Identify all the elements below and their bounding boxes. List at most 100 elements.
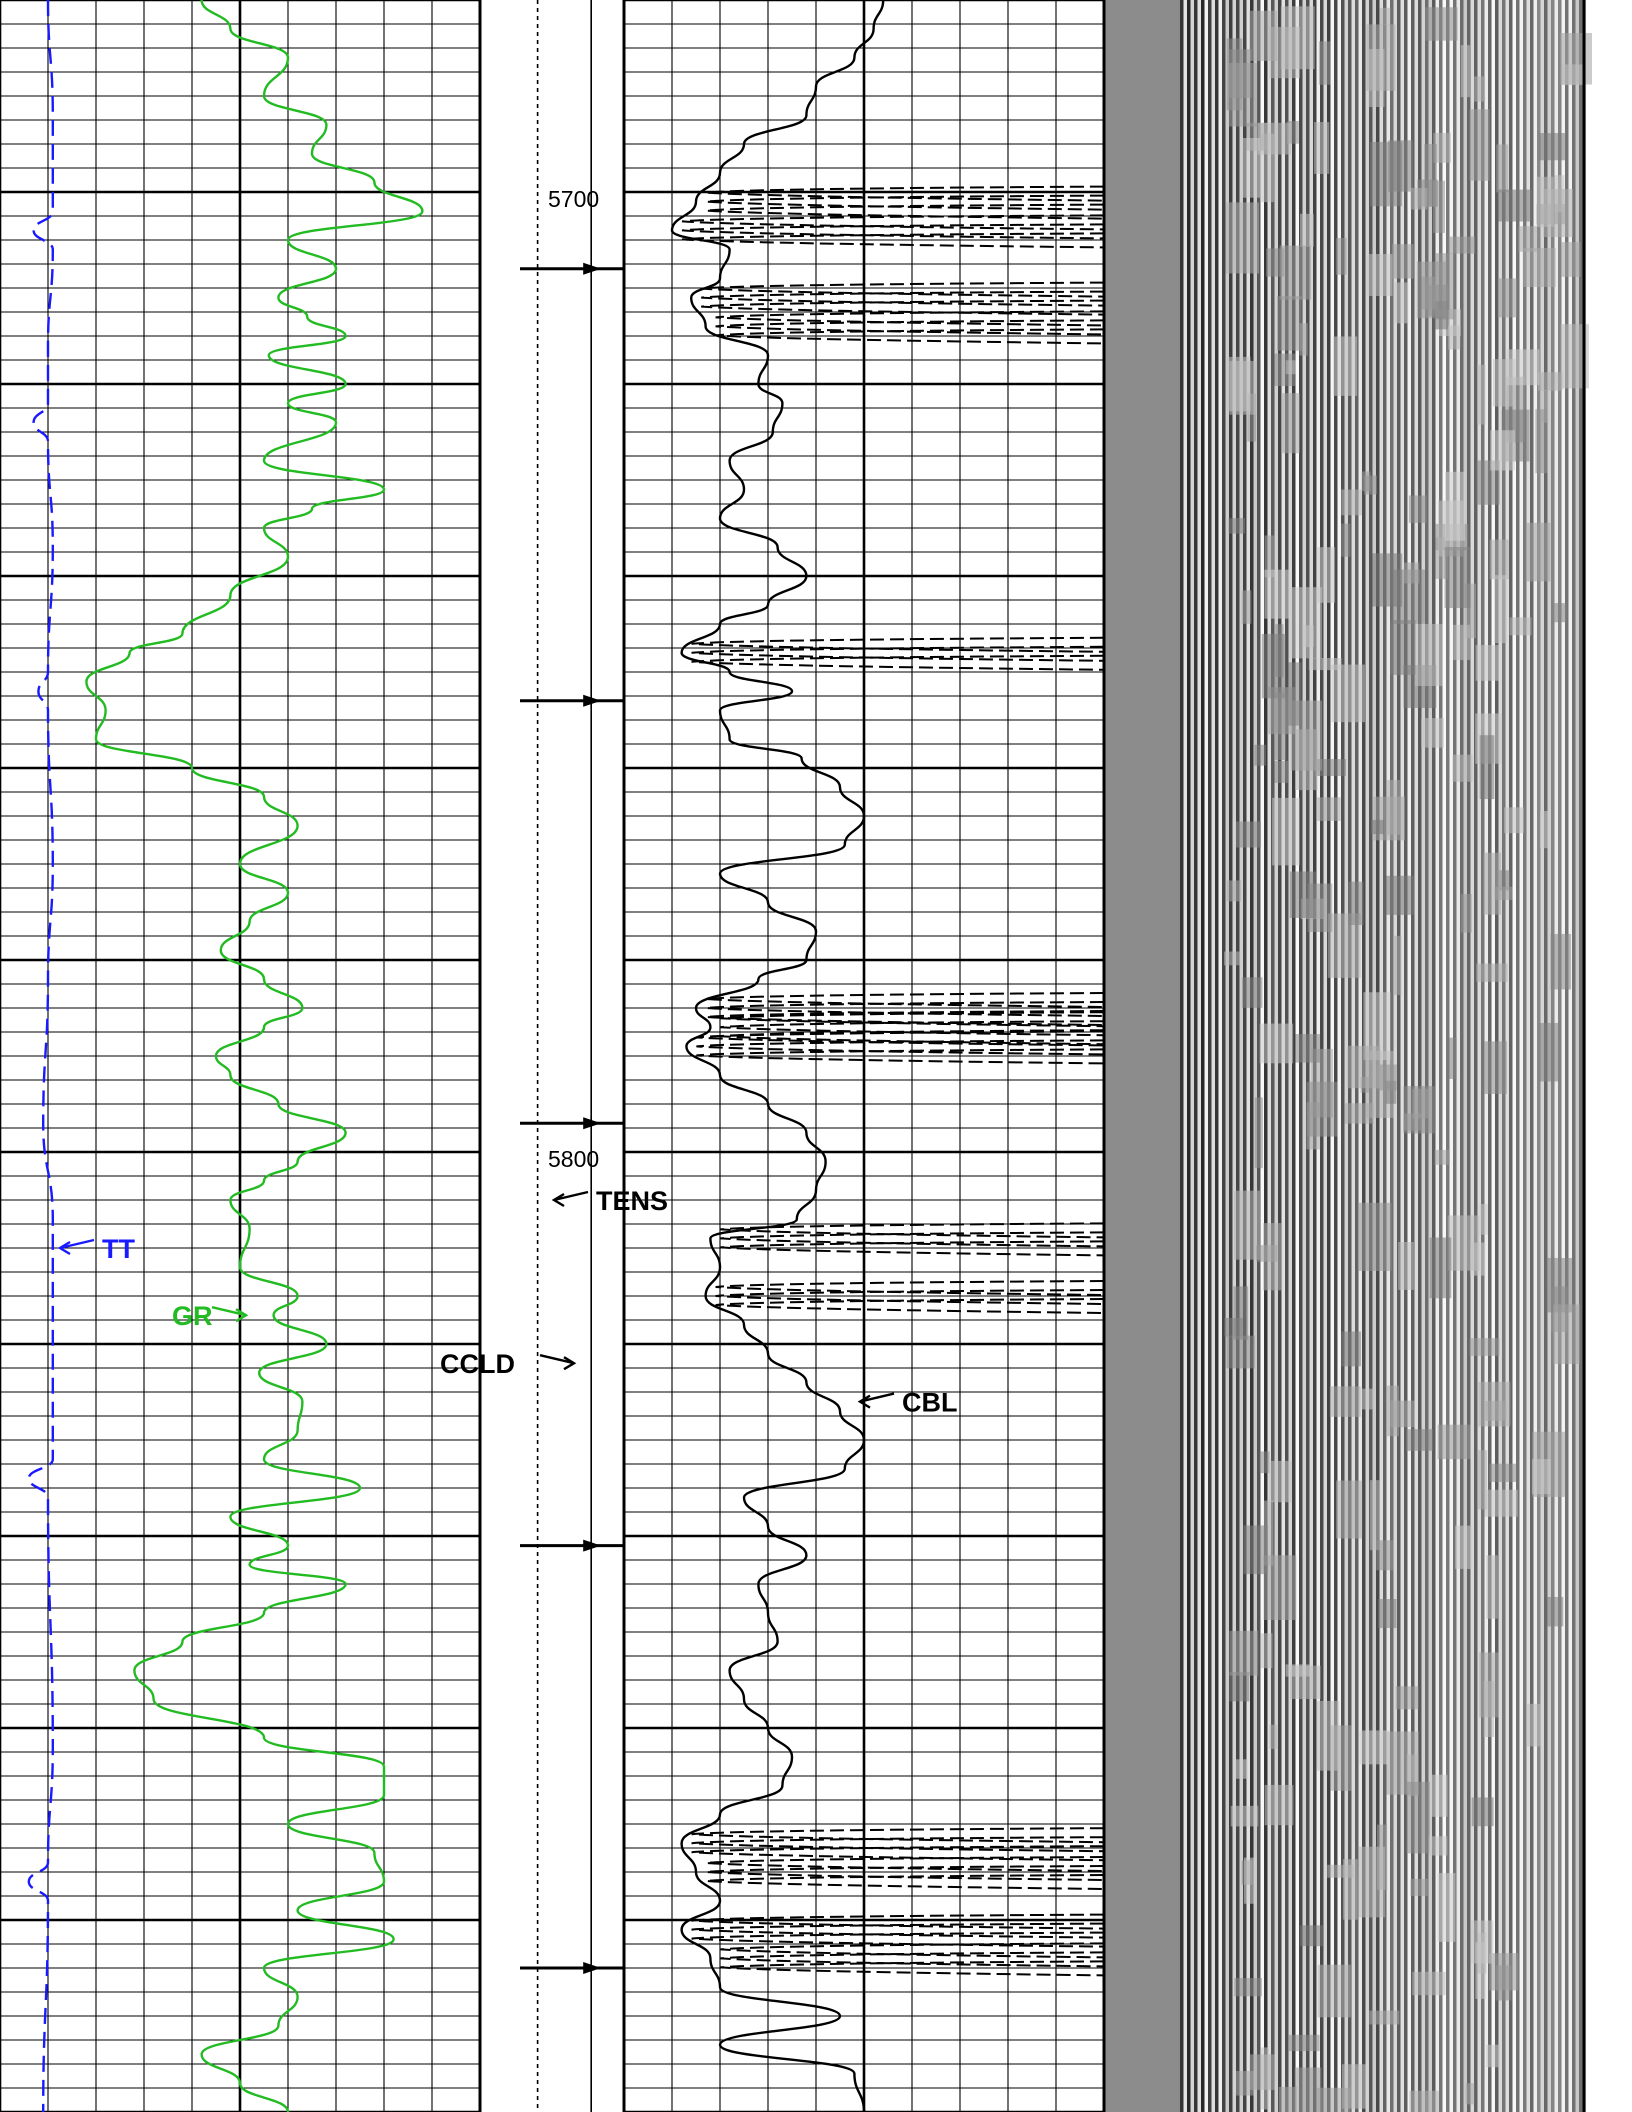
vdl-patch — [1452, 754, 1473, 782]
tens-label: TENS — [596, 1186, 668, 1216]
vdl-band — [1222, 0, 1226, 2112]
vdl-patch — [1358, 1846, 1386, 1918]
vdl-patch — [1241, 590, 1252, 624]
vdl-patch — [1343, 1859, 1358, 1920]
vdl-patch — [1263, 1555, 1297, 1621]
depth-tick-label: 5700 — [548, 186, 599, 212]
vdl-patch — [1247, 393, 1257, 442]
vdl-patch — [1316, 547, 1336, 603]
vdl-patch — [1317, 2087, 1351, 2112]
curve-label-arrow — [551, 1190, 589, 1208]
cbl-amplified-dashed — [705, 1856, 1105, 1872]
vdl-band — [1334, 0, 1338, 2112]
vdl-band — [1337, 0, 1342, 2112]
vdl-band — [1257, 0, 1261, 2112]
vdl-patch — [1395, 1686, 1419, 1710]
vdl-patch — [1295, 1034, 1321, 1063]
collar-spike — [583, 694, 602, 707]
vdl-patch — [1479, 1204, 1488, 1235]
vdl-patch — [1539, 133, 1567, 161]
cbl-amplified-dashed — [705, 194, 1105, 211]
vdl-band — [1236, 0, 1240, 2112]
vdl-patch — [1285, 360, 1296, 375]
vdl-patch — [1243, 1857, 1257, 1904]
vdl-band — [1246, 0, 1251, 2112]
vdl-patch — [1379, 7, 1391, 26]
vdl-patch — [1227, 356, 1251, 412]
vdl-patch — [1259, 1451, 1270, 1474]
tt-label: TT — [102, 1234, 135, 1264]
vdl-band — [1421, 0, 1426, 2112]
vdl-patch — [1272, 797, 1300, 866]
vdl-patch — [1264, 1784, 1294, 1826]
vdl-patch — [1460, 45, 1470, 98]
vdl-band — [1565, 0, 1569, 2112]
vdl-early-zone — [1104, 0, 1178, 2112]
vdl-patch — [1448, 1037, 1457, 1079]
vdl-patch — [1538, 1022, 1560, 1082]
vdl-patch — [1369, 2010, 1400, 2025]
vdl-band — [1414, 0, 1419, 2112]
vdl-band — [1463, 0, 1468, 2112]
vdl-patch — [1522, 248, 1556, 288]
vdl-patch — [1539, 390, 1549, 423]
vdl-patch — [1341, 1331, 1361, 1367]
vdl-patch — [1286, 121, 1299, 144]
vdl-band — [1575, 0, 1580, 2112]
vdl-patch — [1317, 797, 1341, 821]
vdl-patch — [1341, 489, 1363, 516]
cbl-amplified-dashed — [691, 636, 1105, 653]
vdl-patch — [1444, 471, 1466, 541]
vdl-band — [1393, 0, 1398, 2112]
vdl-patch — [1289, 871, 1316, 918]
vdl-patch — [1370, 141, 1403, 207]
vdl-patch — [1228, 62, 1258, 127]
cbl-amplified-dashed — [691, 1827, 1105, 1844]
vdl-patch — [1317, 1964, 1351, 2018]
vdl-patch — [1385, 1080, 1397, 1104]
vdl-patch — [1486, 2044, 1501, 2068]
collar-spike — [583, 1962, 602, 1974]
vdl-patch — [1403, 1086, 1436, 1134]
cbl-label: CBL — [902, 1388, 958, 1418]
vdl-patch — [1433, 132, 1451, 163]
log-curves — [27, 0, 885, 2112]
vdl-band — [1428, 0, 1433, 2112]
vdl-band — [1197, 0, 1202, 2112]
vdl-patch — [1408, 495, 1427, 523]
collar-spike — [583, 1539, 602, 1552]
vdl-band — [1432, 0, 1436, 2112]
vdl-patch — [1471, 1797, 1494, 1827]
vdl-patch — [1367, 254, 1393, 296]
vdl-patch — [1274, 692, 1287, 760]
vdl-patch — [1279, 245, 1312, 300]
vdl-patch — [1335, 237, 1347, 275]
cbl-amplified-dashed — [705, 992, 1105, 1008]
vdl-patch — [1376, 1064, 1397, 1091]
vdl-patch — [1394, 282, 1409, 324]
vdl-patch — [1299, 1925, 1323, 1947]
vdl-patch — [1429, 1774, 1448, 1817]
depth-tick-label: 5800 — [548, 1146, 599, 1172]
vdl-patch — [1235, 821, 1262, 848]
vdl-patch — [1483, 852, 1501, 915]
vdl-patch — [1475, 645, 1500, 681]
vdl-band — [1460, 0, 1464, 2112]
cbl-amplified-dashed — [720, 1222, 1105, 1239]
vdl-band — [1250, 0, 1254, 2112]
vdl-patch — [1476, 963, 1508, 982]
vdl-band — [1218, 0, 1223, 2112]
vdl-patch — [1306, 1081, 1338, 1137]
vdl-patch — [1268, 1460, 1293, 1503]
vdl-band — [1435, 0, 1440, 2112]
vdl-patch — [1410, 187, 1428, 210]
vdl-patch — [1264, 535, 1275, 578]
cbl-amplified-dashed — [701, 299, 1105, 316]
vdl-patch — [1421, 718, 1444, 748]
vdl-band — [1232, 0, 1237, 2112]
vdl-band — [1516, 0, 1520, 2112]
curve-label-arrow — [211, 1306, 249, 1323]
vdl-patch — [1409, 2090, 1439, 2112]
vdl-patch — [1347, 1045, 1381, 1089]
